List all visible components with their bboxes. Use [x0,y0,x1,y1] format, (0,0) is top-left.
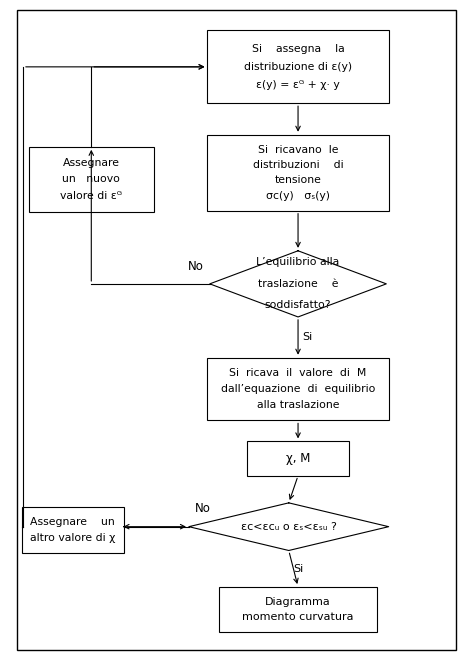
Bar [207,30,389,103]
Bar [207,357,389,420]
Bar [219,587,377,632]
Text: Si  ricavano  le: Si ricavano le [258,145,338,155]
Bar [21,507,124,553]
Text: Si: Si [302,332,313,342]
Text: εᴄ<εᴄᵤ o εₛ<εₛᵤ ?: εᴄ<εᴄᵤ o εₛ<εₛᵤ ? [241,522,337,532]
Bar [28,147,154,211]
Text: No: No [195,502,211,514]
Text: χ, M: χ, M [286,452,310,465]
Text: ε(y) = εᴳ + χ· y: ε(y) = εᴳ + χ· y [256,80,340,90]
Text: Si: Si [293,564,303,573]
Text: alla traslazione: alla traslazione [257,400,339,410]
Polygon shape [210,251,386,317]
Text: distribuzioni    di: distribuzioni di [253,160,343,170]
Text: momento curvatura: momento curvatura [242,612,354,622]
Text: valore di εᴳ: valore di εᴳ [60,190,122,200]
Bar [207,135,389,211]
Bar [247,442,349,476]
Text: tensione: tensione [274,175,322,186]
Text: Si    assegna    la: Si assegna la [252,44,344,54]
Text: Si  ricava  il  valore  di  M: Si ricava il valore di M [229,369,367,379]
Polygon shape [189,503,389,550]
Text: distribuzione di ε(y): distribuzione di ε(y) [244,62,352,72]
Text: Assegnare    un: Assegnare un [30,517,115,527]
Text: soddisfatto?: soddisfatto? [265,300,331,310]
Text: dall’equazione  di  equilibrio: dall’equazione di equilibrio [221,384,375,394]
Text: L’equilibrio alla: L’equilibrio alla [256,257,340,267]
Text: No: No [188,259,204,272]
Text: Assegnare: Assegnare [63,158,120,168]
Text: Diagramma: Diagramma [265,597,331,607]
Text: σᴄ(y)   σₛ(y): σᴄ(y) σₛ(y) [266,190,330,200]
Text: altro valore di χ: altro valore di χ [30,532,116,543]
Text: un   nuovo: un nuovo [62,174,120,184]
Text: traslazione    è: traslazione è [258,279,338,289]
